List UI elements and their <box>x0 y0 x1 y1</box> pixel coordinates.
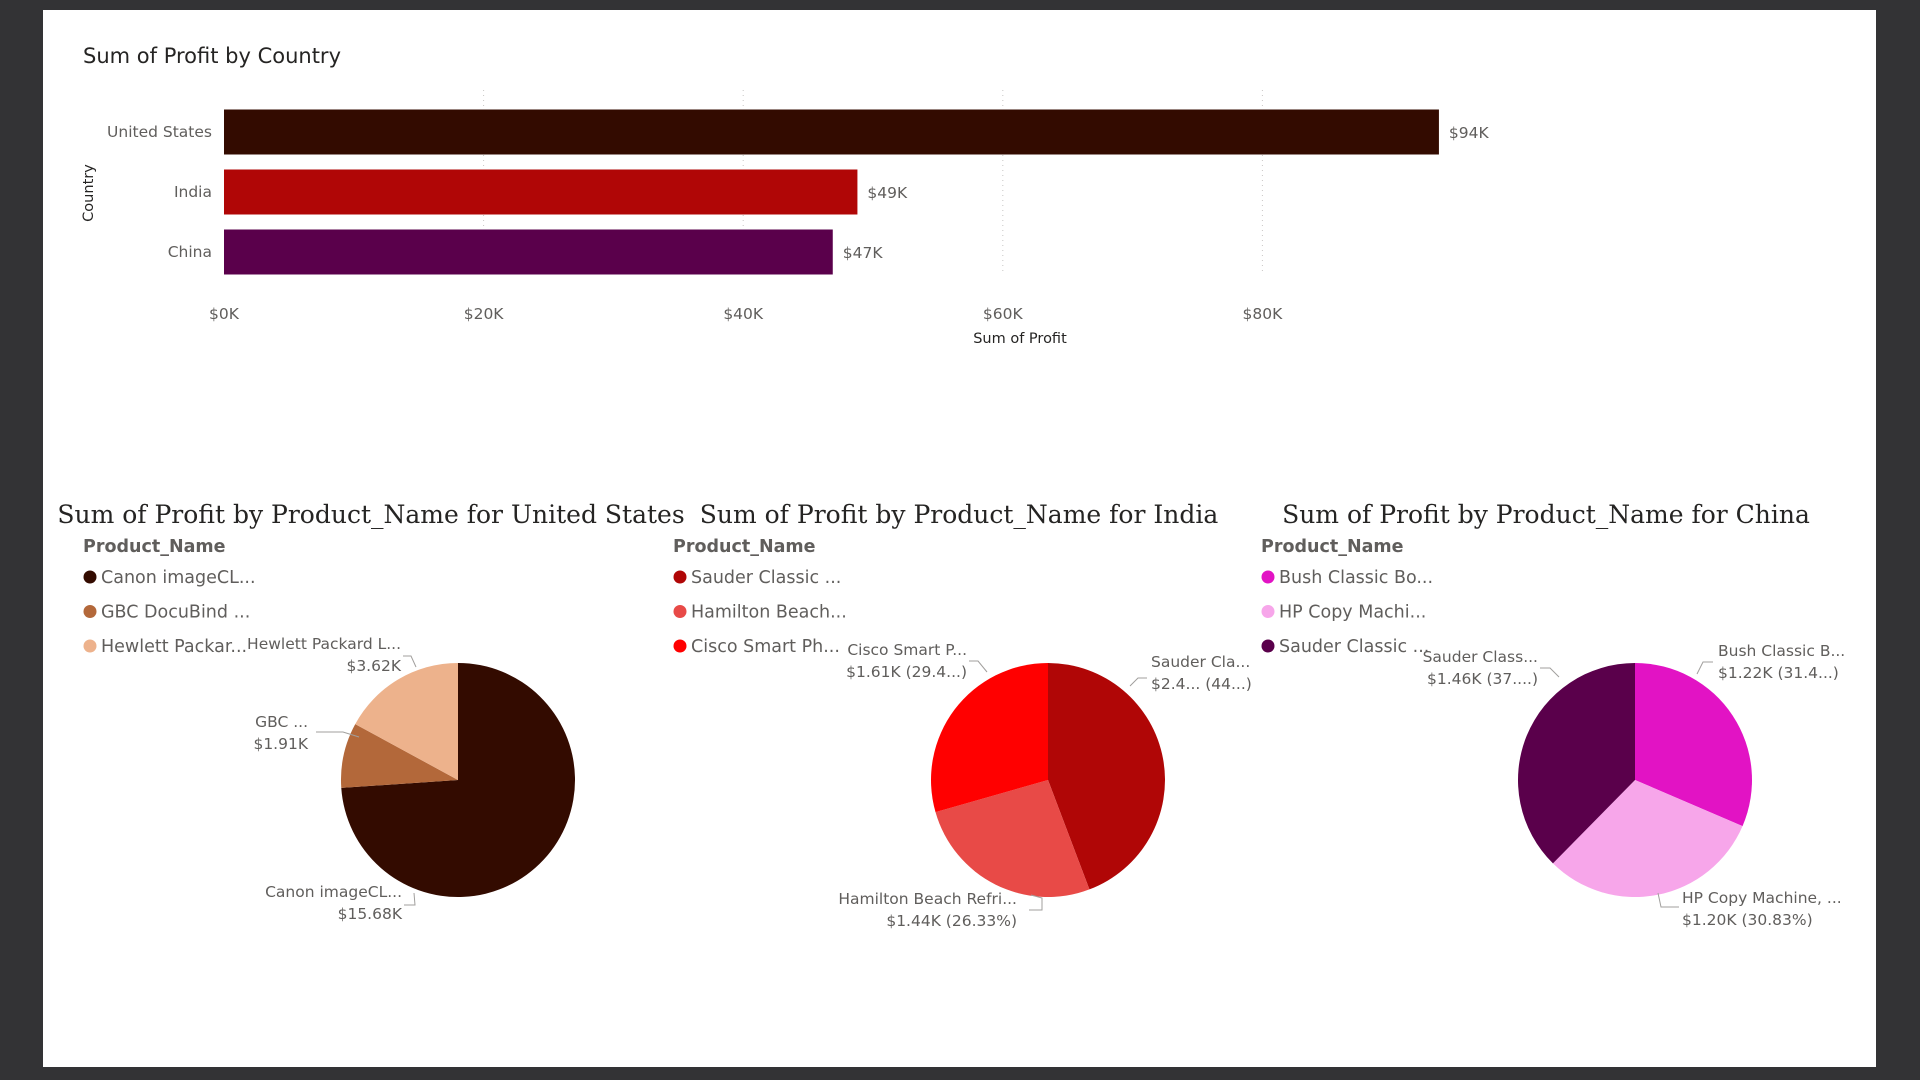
pie-leader-line <box>1696 661 1713 675</box>
pie-slice[interactable] <box>1552 780 1743 897</box>
pie-legend-item: Cisco Smart Ph... <box>691 637 840 657</box>
pie-legend-marker <box>673 639 687 653</box>
pie-chart-title: Sum of Profit by Product_Name for United… <box>57 500 684 529</box>
pie-legend-marker <box>1261 605 1275 618</box>
pie-slice-label-value: $15.68K <box>338 905 403 923</box>
pie-slice[interactable] <box>341 663 576 897</box>
bar-data-label: $49K <box>867 184 908 202</box>
pie-legend-item: GBC DocuBind ... <box>101 603 250 623</box>
bar-united-states[interactable] <box>224 109 1439 155</box>
pie-legend-marker <box>83 605 97 618</box>
pie-leader-line <box>1657 892 1679 908</box>
pie-chart-3: Sum of Profit by Product_Name for China P… <box>1261 500 1845 929</box>
pie-leader-line <box>1029 894 1043 911</box>
bar-category-label: India <box>174 183 212 201</box>
pie-legend-marker <box>83 639 97 653</box>
pie-slice-label-name: HP Copy Machine, ... <box>1682 889 1842 907</box>
pie-legend-title: Product_Name <box>673 537 816 557</box>
report-canvas: Sum of Profit by Country $0K $20K $40K $60K $… <box>43 10 1876 1067</box>
pie-legend-marker <box>1261 570 1275 584</box>
pie-slice-label-value: $1.91K <box>253 735 308 753</box>
pie-slice-label-value: $3.62K <box>346 657 401 675</box>
pie-slice-label-value: $1.20K (30.83%) <box>1682 911 1813 929</box>
pie-slice[interactable] <box>1517 662 1635 864</box>
pie-legend-item: HP Copy Machi... <box>1279 603 1426 623</box>
pie-legend-item: Hamilton Beach... <box>691 603 847 623</box>
bar-x-axis-title: Sum of Profit <box>973 331 1067 347</box>
pie-leader-line <box>403 655 417 668</box>
pie-leader-line <box>404 892 416 906</box>
pie-legend-marker <box>673 605 687 618</box>
bar-category-label: United States <box>107 123 212 141</box>
pie-legend-item: Hewlett Packar... <box>101 637 247 657</box>
pie-slice[interactable] <box>1635 663 1752 827</box>
pie-slice-label-value: $1.61K (29.4...) <box>846 663 967 681</box>
pie-chart-1: Sum of Profit by Product_Name for United… <box>57 500 684 923</box>
pie-chart-title: Sum of Profit by Product_Name for India <box>700 500 1219 529</box>
bar-india[interactable] <box>224 169 858 215</box>
pie-slice[interactable] <box>931 663 1048 813</box>
bar-data-label: $47K <box>843 244 884 262</box>
report-chart-svg: Sum of Profit by Country $0K $20K $40K $60K $… <box>57 44 1845 930</box>
pie-legend-title: Product_Name <box>83 537 226 557</box>
pie-slice-label-name: Hamilton Beach Refri... <box>838 890 1017 908</box>
bar-y-axis-title: Country <box>81 164 97 222</box>
pie-slice[interactable] <box>355 663 458 780</box>
pie-slice-label-value: $1.44K (26.33%) <box>886 912 1017 930</box>
pie-slice[interactable] <box>1048 663 1165 890</box>
pie-legend-item: Sauder Classic ... <box>691 568 841 588</box>
pie-slice-label-name: Bush Classic B... <box>1718 642 1845 660</box>
pie-chart-2: Sum of Profit by Product_Name for India P… <box>673 500 1252 930</box>
pie-legend-item: Sauder Classic ... <box>1279 637 1429 657</box>
pie-legend-item: Bush Classic Bo... <box>1279 568 1433 588</box>
pie-legend-marker <box>1261 639 1275 653</box>
bar-x-tick-label: $60K <box>983 305 1024 323</box>
pie-legend-title: Product_Name <box>1261 537 1404 557</box>
bar-chart-title: Sum of Profit by Country <box>83 44 341 68</box>
bar-x-tick-label: $20K <box>464 305 505 323</box>
pie-slice[interactable] <box>935 780 1090 897</box>
pie-leader-line <box>1540 667 1560 678</box>
pie-slice-label-name: Sauder Class... <box>1423 648 1538 666</box>
pie-slice-label-value: $2.4... (44...) <box>1151 675 1252 693</box>
pie-leader-line <box>1129 677 1147 687</box>
pie-legend-marker <box>83 570 97 584</box>
pie-slice-label-value: $1.22K (31.4...) <box>1718 664 1839 682</box>
bar-x-tick-label: $40K <box>723 305 764 323</box>
bar-data-label: $94K <box>1449 124 1490 142</box>
pie-slice-label-name: Canon imageCL... <box>265 883 402 901</box>
pie-slice[interactable] <box>341 724 458 788</box>
pie-leader-line <box>316 731 360 738</box>
pie-legend-item: Canon imageCL... <box>101 568 256 588</box>
pie-leader-line <box>969 660 988 673</box>
bar-x-tick-label: $80K <box>1243 305 1284 323</box>
pie-slice-label-value: $1.46K (37....) <box>1427 670 1538 688</box>
pie-legend-marker <box>673 570 687 584</box>
pie-slice-label-name: Cisco Smart P... <box>847 641 967 659</box>
bar-chart: Sum of Profit by Country $0K $20K $40K $60K $… <box>81 44 1490 347</box>
bar-china[interactable] <box>224 229 833 275</box>
pie-slice-label-name: Sauder Cla... <box>1151 653 1250 671</box>
bar-x-tick-label: $0K <box>209 305 240 323</box>
pie-slice-label-name: GBC ... <box>255 713 308 731</box>
pie-slice-label-name: Hewlett Packard L... <box>247 635 401 653</box>
bar-category-label: China <box>168 243 212 261</box>
pie-chart-title: Sum of Profit by Product_Name for China <box>1282 500 1810 529</box>
